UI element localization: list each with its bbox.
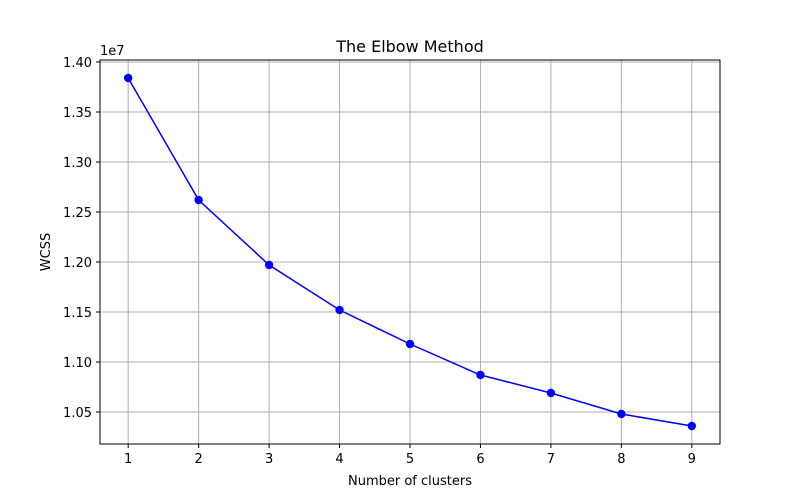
x-tick-label: 3 bbox=[265, 452, 273, 467]
x-tick-label: 9 bbox=[688, 452, 696, 467]
chart-title: The Elbow Method bbox=[335, 37, 484, 56]
grid bbox=[100, 60, 720, 444]
x-tick-label: 1 bbox=[124, 452, 132, 467]
data-point bbox=[123, 73, 133, 83]
x-tick-label: 5 bbox=[406, 452, 414, 467]
data-point bbox=[687, 421, 697, 431]
data-point bbox=[617, 409, 626, 419]
data-point bbox=[405, 339, 415, 349]
data-point bbox=[194, 195, 203, 205]
y-tick-label: 1.10 bbox=[63, 356, 92, 371]
x-tick-label: 6 bbox=[476, 452, 484, 467]
y-tick-label: 1.40 bbox=[63, 56, 92, 71]
y-offset-label: 1e7 bbox=[100, 44, 125, 59]
data-point bbox=[546, 388, 556, 398]
y-tick-label: 1.30 bbox=[63, 156, 92, 171]
series-line-group bbox=[123, 73, 697, 431]
y-tick-label: 1.25 bbox=[63, 206, 92, 221]
data-point bbox=[264, 260, 274, 270]
x-tick-label: 8 bbox=[617, 452, 625, 467]
data-point bbox=[335, 305, 344, 315]
data-point bbox=[476, 370, 485, 380]
x-axis-label: Number of clusters bbox=[348, 474, 472, 489]
x-tick-label: 2 bbox=[194, 452, 202, 467]
y-tick-label: 1.05 bbox=[63, 406, 92, 421]
y-tick-label: 1.15 bbox=[63, 306, 92, 321]
y-tick-label: 1.20 bbox=[63, 256, 92, 271]
y-tick-label: 1.35 bbox=[63, 106, 92, 121]
y-axis-label: WCSS bbox=[39, 233, 54, 271]
x-tick-label: 4 bbox=[335, 452, 343, 467]
x-tick-label: 7 bbox=[547, 452, 555, 467]
y-axis: 1.05 1.10 1.15 1.20 1.25 1.30 1.35 1.40 bbox=[63, 56, 100, 421]
x-axis: 1 2 3 4 5 6 7 8 9 bbox=[124, 444, 696, 467]
